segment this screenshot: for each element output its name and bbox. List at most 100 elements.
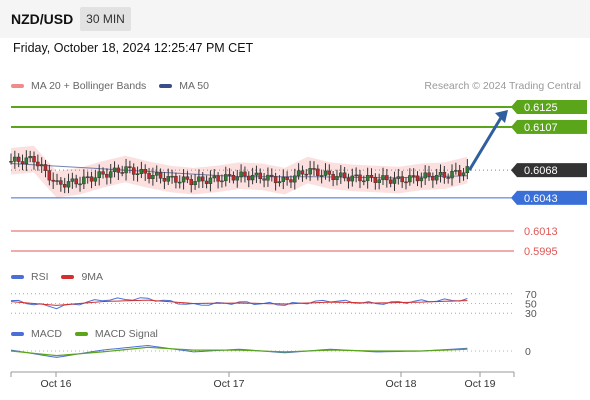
rsi-swatch [11, 275, 24, 280]
candle-body [170, 175, 174, 178]
candle-body [120, 172, 124, 174]
candle-body [335, 176, 339, 181]
candle-body [339, 172, 343, 177]
candle-body [24, 157, 29, 164]
candle-body [350, 175, 355, 182]
candle-body [9, 161, 13, 163]
candle-body [139, 169, 144, 174]
candle-body [85, 176, 90, 179]
level-pointer-0.6125 [511, 100, 517, 114]
rsi-ma-swatch [61, 275, 75, 280]
candle-body [247, 175, 251, 181]
candle-body [39, 164, 44, 167]
candle-body [224, 174, 228, 182]
candle-body [408, 175, 412, 183]
macd-legend: MACD MACD Signal [11, 328, 168, 340]
rsi-line [10, 297, 468, 310]
candle-body [166, 176, 170, 182]
candle-body [457, 170, 462, 176]
candle-body [151, 175, 155, 179]
candle-body [147, 172, 151, 179]
ma20-swatch [11, 84, 24, 89]
candle-body [461, 172, 466, 176]
candle-body [108, 171, 113, 178]
forecast-arrowhead [495, 110, 508, 123]
symbol-label: NZD/USD [11, 11, 74, 27]
candle-body [231, 175, 236, 181]
candle-body [262, 178, 266, 181]
candle-body [381, 175, 385, 181]
level-box-0.6043 [517, 190, 587, 205]
candle-body [270, 174, 274, 177]
candle-body [235, 176, 240, 181]
candle-body [13, 156, 17, 162]
candle-body [289, 179, 293, 183]
level-pointer-0.6043 [511, 190, 517, 205]
legend-macd-signal: MACD Signal [74, 328, 158, 340]
candle-body [362, 180, 366, 183]
candle-body [89, 176, 94, 182]
legend-rsi: RSI [11, 271, 49, 283]
rsi-level-label-50: 50 [525, 299, 537, 311]
candle-body [250, 174, 255, 181]
candle-body [385, 175, 389, 181]
credit-text: Research © 2024 Trading Central [424, 80, 581, 92]
rsi-level-label-30: 30 [525, 308, 537, 320]
candle-body [454, 170, 458, 172]
candle-body [59, 180, 63, 185]
candle-body [369, 175, 374, 178]
candle-body [266, 174, 270, 181]
candle-body [365, 175, 370, 182]
candle-body [43, 164, 48, 171]
candle-body [434, 175, 439, 181]
candle-body [174, 175, 178, 183]
legend-ma50: MA 50 [159, 80, 209, 92]
candle-body [220, 180, 224, 183]
ma50-line [10, 163, 468, 179]
candle-body [200, 176, 205, 182]
candle-body [105, 173, 109, 178]
candles-group [9, 150, 470, 194]
candle-body [185, 176, 190, 180]
level-label-0.6107: 0.6107 [524, 122, 558, 134]
candle-body [316, 168, 320, 176]
candle-body [208, 177, 213, 184]
ma50-swatch [159, 84, 173, 89]
candle-body [281, 176, 286, 182]
candle-body [358, 174, 362, 182]
candle-body [285, 176, 289, 180]
candle-body [20, 161, 25, 164]
candle-body [51, 179, 55, 182]
timeframe-badge[interactable]: 30 MIN [80, 7, 131, 31]
candle-body [216, 175, 220, 182]
candle-body [128, 166, 132, 168]
candle-body [427, 172, 431, 177]
candle-body [204, 180, 209, 184]
rsi-ma-line [10, 299, 468, 306]
candle-body [32, 156, 36, 163]
candle-body [55, 180, 59, 182]
candle-body [465, 166, 470, 174]
x-tick-label: Oct 19 [465, 378, 496, 390]
x-tick-label: Oct 17 [214, 378, 245, 390]
level-box-0.6068 [517, 163, 587, 178]
macd-signal-swatch [74, 332, 88, 337]
chart-header-bar: NZD/USD 30 MIN [0, 0, 590, 38]
candle-body [331, 174, 335, 181]
candle-body [124, 166, 128, 174]
rsi-legend: RSI 9MA [11, 271, 113, 283]
candle-body [388, 179, 393, 184]
candle-body [423, 172, 427, 179]
level-box-0.6125 [517, 100, 587, 114]
candle-body [28, 156, 32, 159]
candle-body [442, 171, 447, 178]
candle-body [411, 175, 416, 177]
candle-body [143, 169, 147, 174]
rsi-ma-label: 9MA [81, 271, 104, 283]
candle-body [308, 168, 312, 175]
level-label-0.6043: 0.6043 [524, 193, 558, 205]
ma50-label: MA 50 [179, 80, 209, 92]
candle-body [293, 175, 297, 183]
ma20-label: MA 20 + Bollinger Bands [31, 80, 147, 92]
